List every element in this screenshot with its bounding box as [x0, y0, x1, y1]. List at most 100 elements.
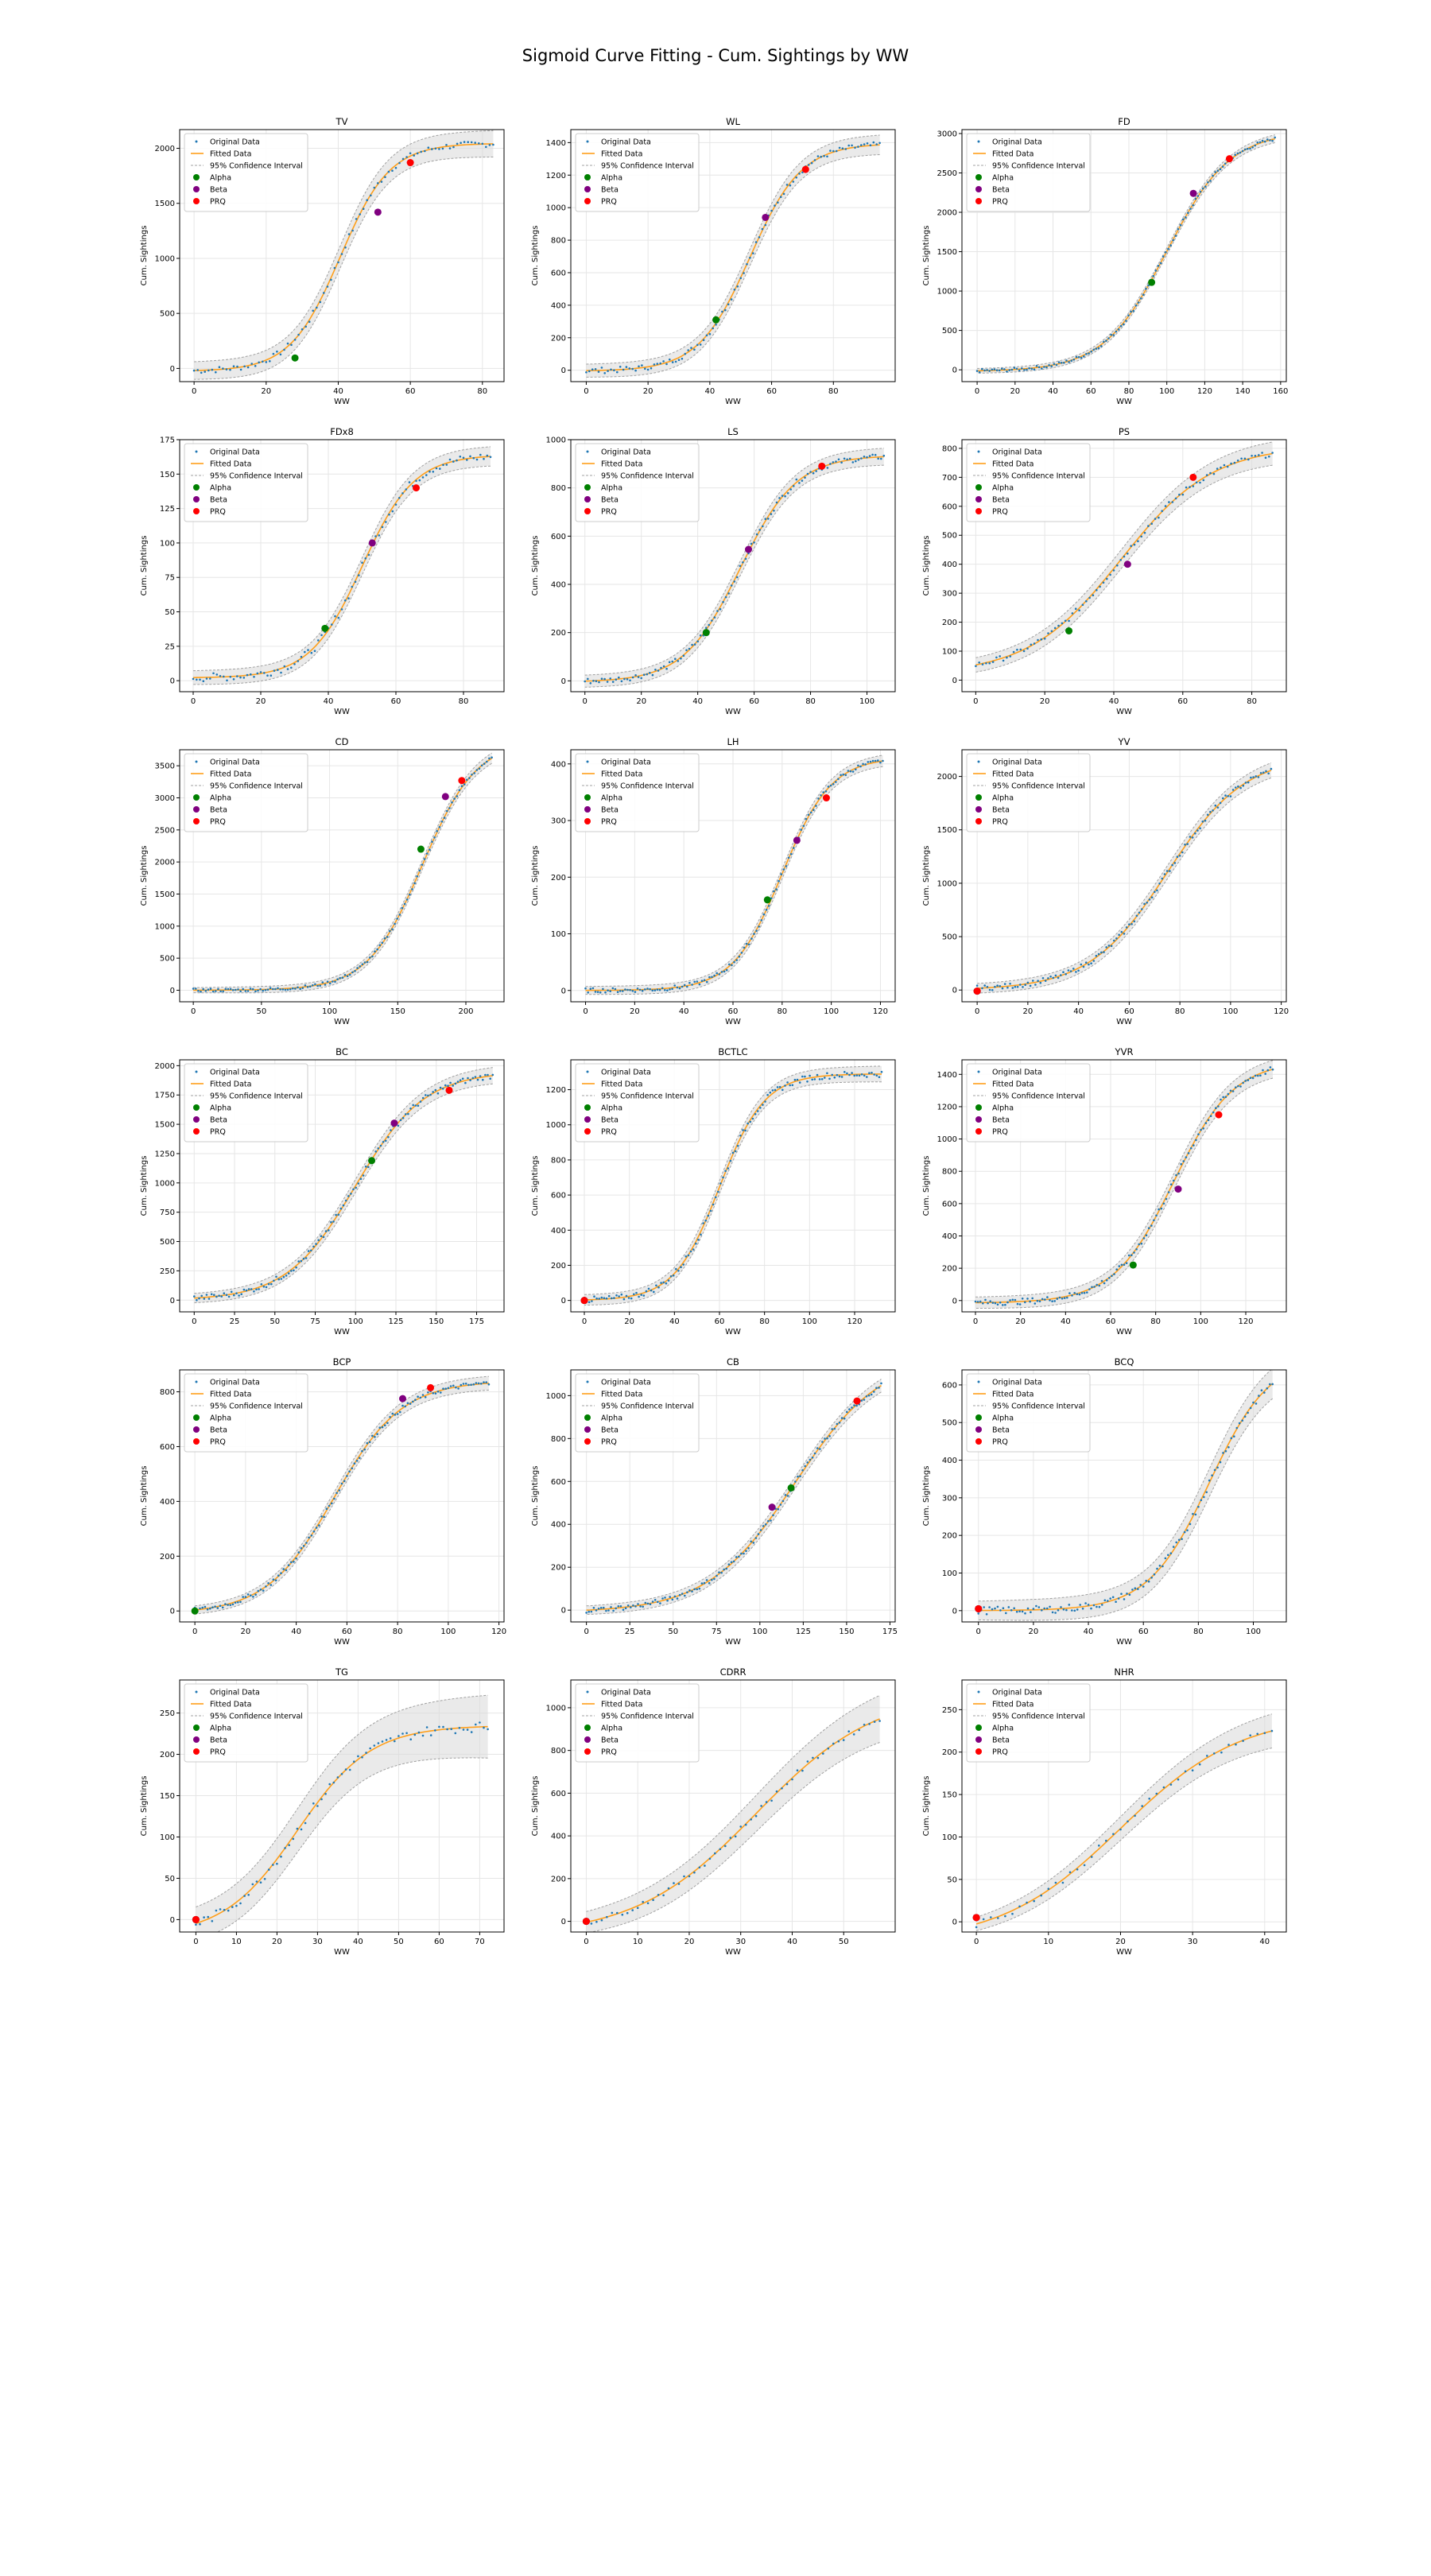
original-data-point: [1083, 1864, 1086, 1867]
original-data-point: [442, 1725, 444, 1728]
x-tick-label: 80: [1193, 1627, 1204, 1636]
original-data-point: [1220, 1098, 1222, 1101]
original-data-point: [1249, 1077, 1252, 1079]
original-data-point: [719, 607, 722, 611]
original-data-point: [651, 989, 653, 992]
y-tick-label: 1000: [155, 254, 175, 263]
original-data-point: [1123, 555, 1126, 558]
x-tick-label: 80: [1247, 697, 1257, 706]
original-data-point: [1243, 148, 1247, 151]
original-data-point: [1235, 1086, 1237, 1088]
original-data-point: [464, 1081, 467, 1084]
original-data-point: [662, 1281, 665, 1284]
original-data-point: [1081, 603, 1084, 606]
original-data-point: [212, 672, 215, 675]
original-data-point: [681, 985, 684, 988]
original-data-point: [462, 1728, 465, 1731]
original-data-point: [758, 529, 761, 531]
legend-box: [966, 1683, 1091, 1763]
y-tick-label: 100: [160, 539, 175, 548]
original-data-point: [776, 1086, 779, 1088]
original-data-point: [600, 1296, 603, 1299]
original-data-point: [1078, 1293, 1081, 1296]
legend-handle-marker: [193, 1426, 200, 1433]
y-axis-label: Cum. Sightings: [922, 1156, 931, 1216]
x-tick-label: 40: [1109, 697, 1119, 706]
legend-label: 95% Confidence Interval: [992, 1713, 1085, 1721]
original-data-point: [731, 964, 733, 967]
original-data-point: [215, 370, 217, 374]
plot-frame: [570, 1369, 896, 1623]
original-data-point: [661, 987, 664, 990]
original-data-point: [621, 1913, 624, 1916]
x-tick-label: 120: [491, 1627, 506, 1636]
legend-handle-marker: [193, 794, 200, 801]
original-data-point: [693, 348, 696, 351]
original-data-point: [1178, 855, 1181, 857]
original-data-point: [981, 367, 983, 370]
original-data-point: [985, 1613, 988, 1616]
original-data-point: [1054, 1612, 1057, 1614]
original-data-point: [599, 1607, 603, 1609]
original-data-point: [213, 1294, 215, 1296]
original-data-point: [1004, 1915, 1006, 1918]
original-data-point: [610, 1606, 612, 1608]
original-data-point: [1092, 348, 1096, 351]
original-data-point: [609, 677, 611, 680]
original-data-point: [369, 956, 371, 959]
original-data-point: [283, 665, 286, 668]
original-data-point: [459, 456, 462, 458]
original-data-point: [246, 673, 249, 677]
original-data-point: [743, 946, 746, 949]
original-data-point: [634, 991, 637, 993]
original-data-point: [1133, 920, 1136, 923]
ci-lower-line: [584, 464, 884, 688]
original-data-point: [1055, 363, 1058, 367]
original-data-point: [875, 1074, 878, 1077]
plot-area: [975, 1370, 1274, 1621]
original-data-point: [677, 1270, 680, 1272]
subplot-bctlc: 0 20 40 60 80 100 120020040060080010001200BCTL…: [531, 1046, 896, 1336]
legend-handle-original: [586, 450, 589, 453]
original-data-point: [211, 1920, 214, 1922]
original-data-point: [416, 152, 419, 155]
original-data-point: [698, 983, 701, 986]
original-data-point: [1154, 890, 1156, 894]
original-data-point: [858, 1728, 860, 1732]
original-data-point: [1223, 464, 1226, 467]
original-data-point: [259, 987, 262, 991]
original-data-point: [646, 673, 649, 676]
original-data-point: [1197, 1505, 1200, 1508]
original-data-point: [404, 1405, 407, 1408]
legend-label: 95% Confidence Interval: [210, 1402, 303, 1411]
alpha-marker: [1065, 627, 1073, 634]
original-data-point: [975, 370, 979, 372]
original-data-point: [671, 660, 673, 663]
x-tick-label: 60: [715, 1317, 725, 1326]
original-data-point: [1014, 1298, 1017, 1302]
x-tick-label: 100: [802, 1317, 817, 1326]
original-data-point: [265, 1585, 267, 1588]
original-data-point: [734, 1835, 737, 1838]
original-data-point: [770, 1799, 773, 1802]
legend-label: 95% Confidence Interval: [601, 1092, 694, 1101]
original-data-point: [267, 1868, 270, 1871]
original-data-point: [981, 987, 983, 990]
y-tick-label: 100: [551, 930, 566, 939]
y-tick-label: 500: [942, 532, 957, 541]
original-data-point: [251, 1883, 254, 1886]
original-data-point: [274, 1579, 277, 1581]
original-data-point: [1200, 1128, 1202, 1131]
original-data-point: [1168, 501, 1170, 503]
x-tick-label: 40: [1084, 1627, 1094, 1636]
original-data-point: [1174, 497, 1177, 500]
original-data-point: [747, 1122, 749, 1125]
original-data-point: [1041, 977, 1045, 980]
y-tick-label: 0: [952, 1297, 957, 1305]
x-tick-label: 10: [231, 1938, 242, 1946]
original-data-point: [857, 145, 859, 148]
original-data-point: [1189, 1146, 1192, 1150]
x-tick-label: 80: [805, 697, 816, 706]
original-data-point: [1206, 813, 1209, 817]
